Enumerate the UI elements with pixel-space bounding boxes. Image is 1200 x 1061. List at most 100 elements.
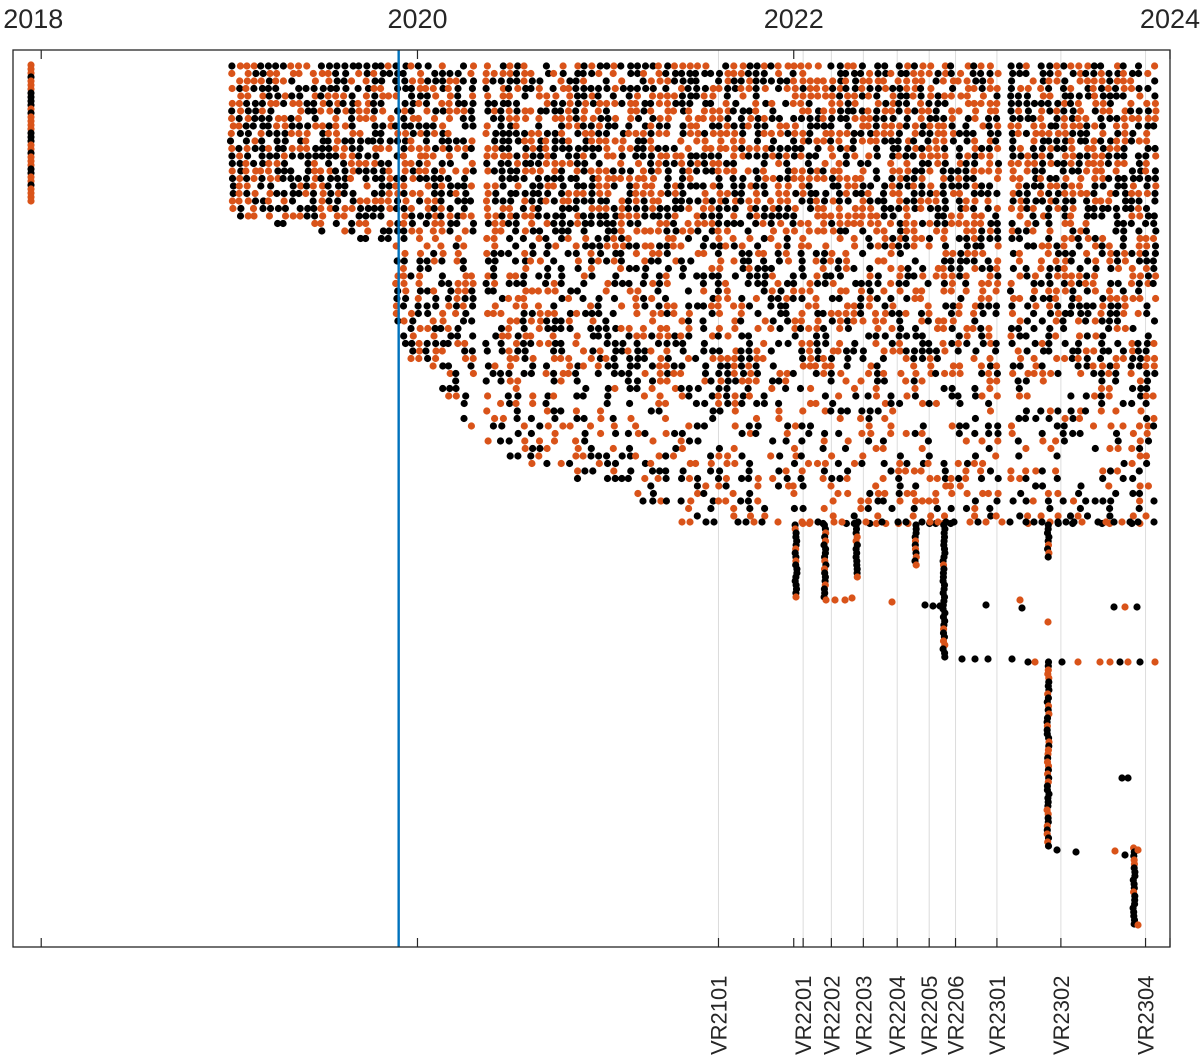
- data-point: [550, 99, 558, 108]
- data-point: [504, 159, 512, 168]
- data-point: [588, 189, 596, 198]
- data-point: [228, 114, 236, 123]
- data-point: [1052, 197, 1060, 205]
- data-point: [940, 92, 949, 100]
- data-point: [1090, 69, 1098, 78]
- data-point: [572, 114, 580, 123]
- data-point: [1032, 362, 1040, 370]
- data-point: [932, 489, 940, 498]
- data-point: [588, 144, 597, 153]
- data-point: [432, 92, 440, 100]
- data-point: [1066, 99, 1075, 108]
- data-point: [830, 518, 838, 526]
- data-point: [1068, 114, 1076, 123]
- data-point: [992, 339, 1000, 348]
- data-point: [401, 122, 409, 130]
- data-point: [587, 444, 595, 453]
- data-point: [828, 474, 836, 483]
- data-point: [594, 174, 602, 183]
- data-point: [940, 137, 948, 145]
- data-point: [926, 189, 934, 198]
- data-point: [633, 309, 641, 318]
- data-point: [430, 114, 439, 123]
- data-point: [469, 77, 478, 85]
- data-point: [1105, 152, 1113, 160]
- data-point: [264, 62, 272, 70]
- data-point: [911, 392, 920, 400]
- data-point: [701, 234, 710, 243]
- data-point: [814, 212, 822, 220]
- data-point: [372, 152, 380, 160]
- data-point: [1024, 152, 1032, 160]
- data-point: [715, 384, 723, 393]
- data-point: [910, 219, 918, 228]
- data-point: [454, 84, 462, 93]
- data-point: [895, 99, 903, 108]
- data-point: [1044, 212, 1052, 220]
- data-point: [745, 422, 753, 430]
- data-point: [1060, 324, 1068, 333]
- data-point: [521, 129, 529, 138]
- data-point: [948, 114, 956, 123]
- data-point: [985, 332, 993, 340]
- data-point: [874, 324, 882, 333]
- data-point: [1144, 482, 1152, 490]
- data-point: [768, 99, 776, 108]
- data-point: [897, 234, 905, 243]
- data-point: [1083, 272, 1091, 280]
- data-point: [664, 369, 672, 378]
- data-point: [408, 77, 417, 85]
- data-point: [491, 302, 499, 310]
- data-point: [986, 159, 994, 168]
- data-point: [798, 294, 806, 303]
- data-point: [1084, 144, 1092, 153]
- data-point: [551, 227, 560, 235]
- data-point: [984, 189, 992, 198]
- data-point: [618, 347, 626, 355]
- data-point: [641, 429, 649, 438]
- data-point: [656, 219, 664, 228]
- data-point: [499, 152, 507, 160]
- data-point: [834, 309, 843, 318]
- data-point: [1006, 287, 1015, 295]
- data-point: [370, 84, 378, 93]
- data-point: [1052, 122, 1060, 130]
- data-point: [333, 77, 341, 85]
- data-point: [679, 129, 687, 138]
- data-point: [663, 182, 671, 190]
- data-point: [557, 107, 565, 115]
- data-point: [1038, 429, 1046, 438]
- data-point: [858, 62, 867, 70]
- data-point: [1091, 152, 1099, 160]
- data-point: [325, 99, 333, 108]
- data-point: [557, 407, 565, 415]
- data-point: [819, 324, 828, 333]
- data-point: [429, 362, 437, 370]
- data-point: [842, 114, 850, 123]
- data-point: [559, 182, 567, 190]
- data-point: [572, 77, 580, 85]
- data-point: [880, 114, 888, 123]
- data-point: [609, 92, 617, 100]
- data-point: [1120, 459, 1128, 468]
- data-point: [550, 347, 558, 355]
- data-point: [489, 309, 497, 318]
- data-point: [399, 152, 408, 160]
- data-point: [791, 144, 799, 153]
- data-point: [804, 62, 813, 70]
- data-point: [432, 347, 440, 355]
- data-point: [1066, 512, 1075, 520]
- data-point: [1104, 159, 1112, 168]
- data-point: [941, 242, 950, 250]
- data-point: [866, 69, 874, 78]
- data-point: [266, 69, 274, 78]
- data-point: [684, 219, 692, 228]
- data-point: [1136, 437, 1144, 445]
- data-point: [737, 197, 745, 205]
- data-point: [851, 114, 859, 123]
- data-point: [888, 174, 896, 183]
- data-point: [618, 279, 627, 288]
- data-point: [289, 182, 297, 190]
- data-point: [662, 474, 670, 483]
- data-point: [1007, 324, 1016, 333]
